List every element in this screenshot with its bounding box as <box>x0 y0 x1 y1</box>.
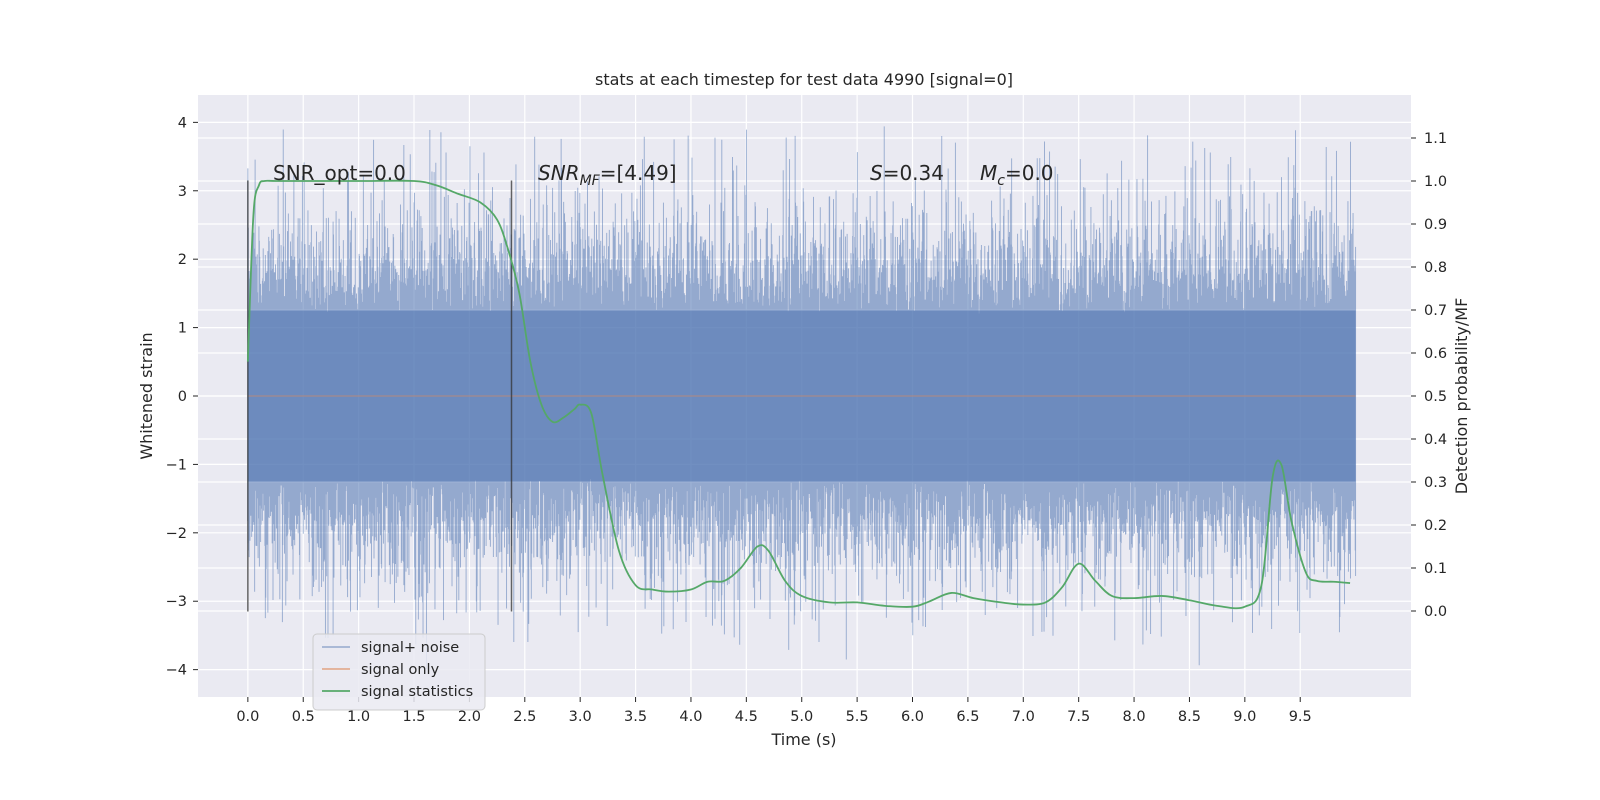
y-left-tick-label: −1 <box>166 457 187 473</box>
s-value: =0.34 <box>883 161 944 185</box>
signal-statistics-series <box>246 179 1351 610</box>
y-left-tick-label: −3 <box>166 594 187 610</box>
chart-title: stats at each timestep for test data 499… <box>595 70 1013 89</box>
x-tick-label: 9.0 <box>1233 709 1256 725</box>
x-tick-label: 4.0 <box>679 709 702 725</box>
x-tick-label: 5.0 <box>790 709 813 725</box>
x-tick-label: 6.5 <box>956 709 979 725</box>
x-tick-label: 2.0 <box>458 709 481 725</box>
legend: signal+ noise signal only signal statist… <box>312 633 486 711</box>
y-right-tick-label: 0.0 <box>1424 604 1447 620</box>
y-right-tick-label: 0.8 <box>1424 260 1447 276</box>
x-tick-label: 6.0 <box>901 709 924 725</box>
y-right-tick-label: 0.7 <box>1424 303 1447 319</box>
mc-annotation: Mc=0.0 <box>980 161 1054 189</box>
y-left-tick-label: −2 <box>166 526 187 542</box>
snr-mf-value: =[4.49] <box>600 161 677 185</box>
y-right-tick-label: 0.3 <box>1424 475 1447 491</box>
y-right-tick-label: 0.2 <box>1424 518 1447 534</box>
x-tick-label: 5.5 <box>846 709 869 725</box>
signal-statistics-line <box>246 179 1351 610</box>
y-axis-right-label: Detection probability/MF <box>1452 298 1471 495</box>
mc-value: =0.0 <box>1005 161 1054 185</box>
vertical-markers <box>247 180 513 612</box>
y-right-tick-label: 0.6 <box>1424 346 1447 362</box>
legend-label-signal-only: signal only <box>361 662 440 678</box>
tick-labels: 0.0 0.5 1.0 1.5 2.0 2.5 3.0 3.5 4.0 4.5 5.0 5.5 6.0 6… <box>166 115 1447 725</box>
snr-mf-annotation: SNRMF=[4.49] <box>538 161 677 189</box>
legend-box <box>312 633 486 711</box>
annotations: SNR_opt=0.0 SNRMF=[4.49] S=0.34 Mc=0.0 <box>273 161 1054 189</box>
mc-subscript: c <box>997 173 1005 189</box>
y-left-tick-label: 0 <box>178 389 187 405</box>
legend-label-signal-noise: signal+ noise <box>361 640 459 656</box>
y-right-tick-label: 0.5 <box>1424 389 1447 405</box>
y-right-tick-label: 1.0 <box>1424 174 1447 190</box>
y-left-tick-label: 3 <box>178 184 187 200</box>
mc-base: M <box>980 161 997 185</box>
legend-label-signal-statistics: signal statistics <box>361 684 473 700</box>
signal-noise-series <box>247 126 1357 670</box>
y-right-tick-label: 0.9 <box>1424 217 1447 233</box>
x-tick-label: 4.5 <box>735 709 758 725</box>
y-left-tick-label: 2 <box>178 252 187 268</box>
x-tick-label: 1.5 <box>402 709 425 725</box>
s-label: S <box>870 161 883 185</box>
y-left-tick-label: −4 <box>166 663 187 679</box>
x-tick-label: 0.5 <box>292 709 315 725</box>
x-axis-label: Time (s) <box>770 730 836 749</box>
snr-mf-subscript: MF <box>580 173 601 189</box>
x-tick-label: 8.0 <box>1123 709 1146 725</box>
x-tick-label: 3.0 <box>569 709 592 725</box>
y-right-tick-label: 0.1 <box>1424 561 1447 577</box>
x-tick-label: 9.5 <box>1289 709 1312 725</box>
x-tick-label: 7.0 <box>1012 709 1035 725</box>
x-tick-label: 2.5 <box>513 709 536 725</box>
y-left-tick-label: 4 <box>178 115 187 131</box>
snr-opt-annotation: SNR_opt=0.0 <box>273 161 406 185</box>
y-axis-left-label: Whitened strain <box>137 332 156 459</box>
x-tick-label: 1.0 <box>347 709 370 725</box>
x-tick-label: 0.0 <box>236 709 259 725</box>
x-tick-label: 8.5 <box>1178 709 1201 725</box>
y-right-tick-label: 0.4 <box>1424 432 1447 448</box>
snr-mf-base: SNR <box>538 161 580 185</box>
y-right-tick-label: 1.1 <box>1424 131 1447 147</box>
y-left-tick-label: 1 <box>178 321 187 337</box>
x-tick-label: 3.5 <box>624 709 647 725</box>
x-tick-label: 7.5 <box>1067 709 1090 725</box>
s-annotation: S=0.34 <box>870 161 944 185</box>
